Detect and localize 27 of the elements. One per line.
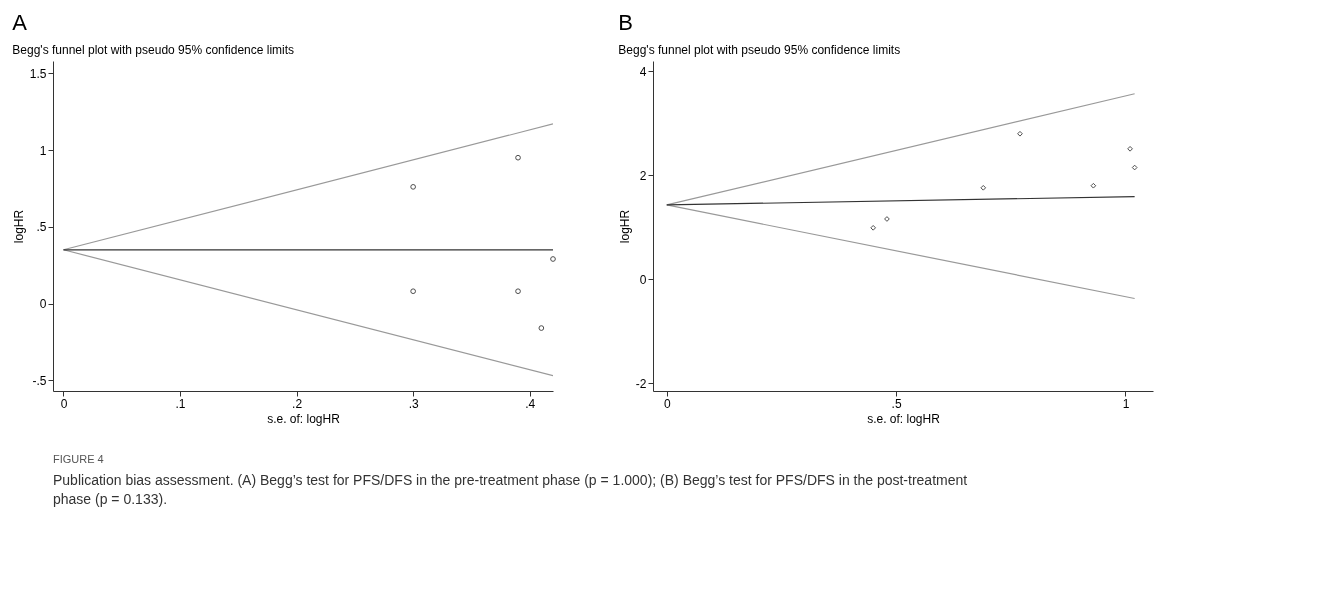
text: Publication bias assessment. (A) Begg’s test for PFS/DFS in the pre-treatment phase (p = 1.000); (B) Begg’s test for PFS/DFS in the post-treatment phase (p = 0.133).	[53, 472, 968, 507]
x-tick-label: .1	[175, 396, 186, 411]
chart-title: Begg's funnel plot with pseudo 95% confidence limits	[618, 43, 901, 57]
y-tick-label: 2	[639, 168, 647, 183]
x-tick-label: .3	[408, 396, 419, 411]
y-tick-label: 0	[39, 297, 47, 312]
x-axis-title: s.e. of: logHR	[867, 411, 941, 426]
y-tick-label: 0	[639, 272, 647, 287]
x-tick-label: .4	[525, 396, 536, 411]
y-tick-label: -2	[635, 376, 647, 391]
chart-title: Begg's funnel plot with pseudo 95% confidence limits	[12, 43, 295, 57]
x-tick-label: 0	[60, 396, 68, 411]
y-tick-label: 1.5	[29, 66, 47, 81]
y-axis-title: logHR	[11, 209, 26, 244]
y-tick-label: 1	[39, 143, 47, 158]
x-tick-label: .2	[292, 396, 303, 411]
y-tick-label: -.5	[32, 373, 47, 388]
x-tick-label: 0	[663, 396, 671, 411]
y-axis-title: logHR	[617, 209, 632, 244]
x-tick-label: .5	[891, 396, 902, 411]
y-tick-label: .5	[36, 220, 47, 235]
x-axis-title: s.e. of: logHR	[267, 411, 341, 426]
text: A	[12, 10, 28, 35]
caption: FIGURE 4	[53, 453, 104, 465]
text: B	[618, 10, 634, 35]
x-tick-label: 1	[1122, 396, 1130, 411]
y-tick-label: 4	[639, 64, 647, 79]
